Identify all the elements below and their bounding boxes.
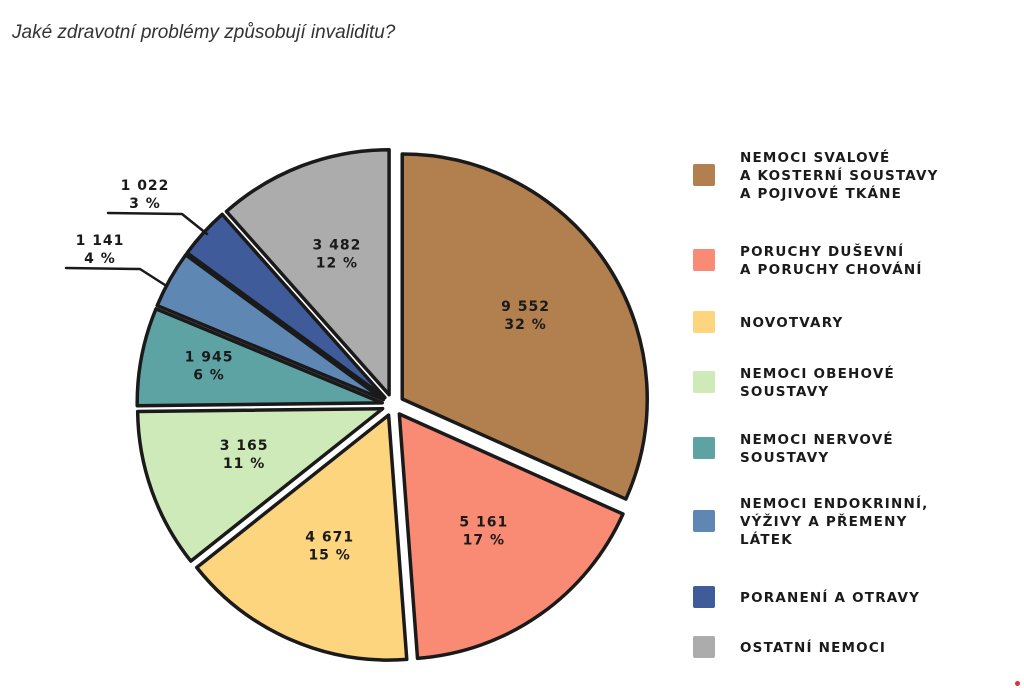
legend-swatch <box>693 437 715 459</box>
legend-item-ostatni-nemoci: OSTATNÍ NEMOCI <box>693 636 886 658</box>
legend-label: PORUCHY DUŠEVNÍ <box>740 242 904 260</box>
data-label-percent: 15 % <box>308 548 350 564</box>
legend-item-nemoci-nervove: NEMOCI NERVOVÉ SOUSTAVY <box>693 431 894 466</box>
data-label-percent: 12 % <box>316 255 358 271</box>
page-title: Jaké zdravotní problémy způsobují invali… <box>12 22 396 43</box>
data-label-value: 3 165 <box>220 438 269 454</box>
legend-label: A KOSTERNÍ SOUSTAVY <box>740 167 939 184</box>
data-label-value: 3 482 <box>312 237 361 253</box>
legend-label: A POJIVOVÉ TKÁNE <box>740 185 902 202</box>
data-label-percent: 3 % <box>129 196 161 212</box>
pie-slices <box>135 147 649 662</box>
data-label-value: 1 945 <box>185 349 234 365</box>
legend-label: SOUSTAVY <box>740 384 829 400</box>
legend-swatch <box>693 164 715 186</box>
legend-label: VÝŽIVY A PŘEMENY <box>740 512 908 530</box>
legend-swatch <box>693 249 715 271</box>
legend-swatch <box>693 586 715 608</box>
pie-slice-poruchy-dusevni <box>397 412 625 661</box>
data-label-value: 1 022 <box>121 178 170 194</box>
data-label-percent: 17 % <box>463 532 505 548</box>
decorative-dot <box>1015 681 1020 686</box>
legend-swatch <box>693 371 715 393</box>
legend-swatch <box>693 510 715 532</box>
data-label-percent: 32 % <box>504 317 546 333</box>
pie-slice-nemoci-endokrinni <box>155 253 386 402</box>
legend-label: SOUSTAVY <box>740 450 829 466</box>
pie-slice-nemoci-svalove <box>400 152 649 501</box>
legend-item-novotvary: NOVOTVARY <box>693 311 844 333</box>
legend-item-nemoci-obehove: NEMOCI OBEHOVÉ SOUSTAVY <box>693 365 895 400</box>
legend-swatch <box>693 636 715 658</box>
legend-label: A PORUCHY CHOVÁNÍ <box>740 261 923 278</box>
data-label-percent: 4 % <box>84 251 116 267</box>
data-label-value: 9 552 <box>501 299 550 315</box>
legend-label: LÁTEK <box>740 531 793 548</box>
leader-line <box>64 266 167 287</box>
data-label-value: 4 671 <box>305 530 354 546</box>
legend-label: NOVOTVARY <box>740 315 844 331</box>
legend-label: NEMOCI NERVOVÉ <box>740 431 894 448</box>
pie-leader-lines <box>64 211 209 287</box>
legend-label: NEMOCI ENDOKRINNÍ, <box>740 495 929 512</box>
legend-label: PORANENÍ A OTRAVY <box>740 589 920 606</box>
pie-data-labels: 9 552 32 % 5 161 17 % 4 671 15 % 3 165 11 % 1 94… <box>76 178 550 564</box>
pie-slice-nemoci-nervove <box>135 307 384 408</box>
legend-label: NEMOCI SVALOVÉ <box>740 149 890 166</box>
leader-line <box>106 211 209 236</box>
data-label-percent: 11 % <box>223 456 265 472</box>
pie-slice-nemoci-obehove <box>135 406 385 563</box>
legend-label: NEMOCI OBEHOVÉ <box>740 365 895 382</box>
data-label-percent: 6 % <box>193 367 225 383</box>
pie-slice-novotvary <box>195 413 409 662</box>
legend-item-poraneni-a-otravy: PORANENÍ A OTRAVY <box>693 586 920 608</box>
legend-swatch <box>693 311 715 333</box>
pie-slice-ostatni-nemoci <box>224 147 391 397</box>
data-label-value: 1 141 <box>76 233 125 249</box>
legend-label: OSTATNÍ NEMOCI <box>740 639 886 656</box>
data-label-value: 5 161 <box>459 514 508 530</box>
